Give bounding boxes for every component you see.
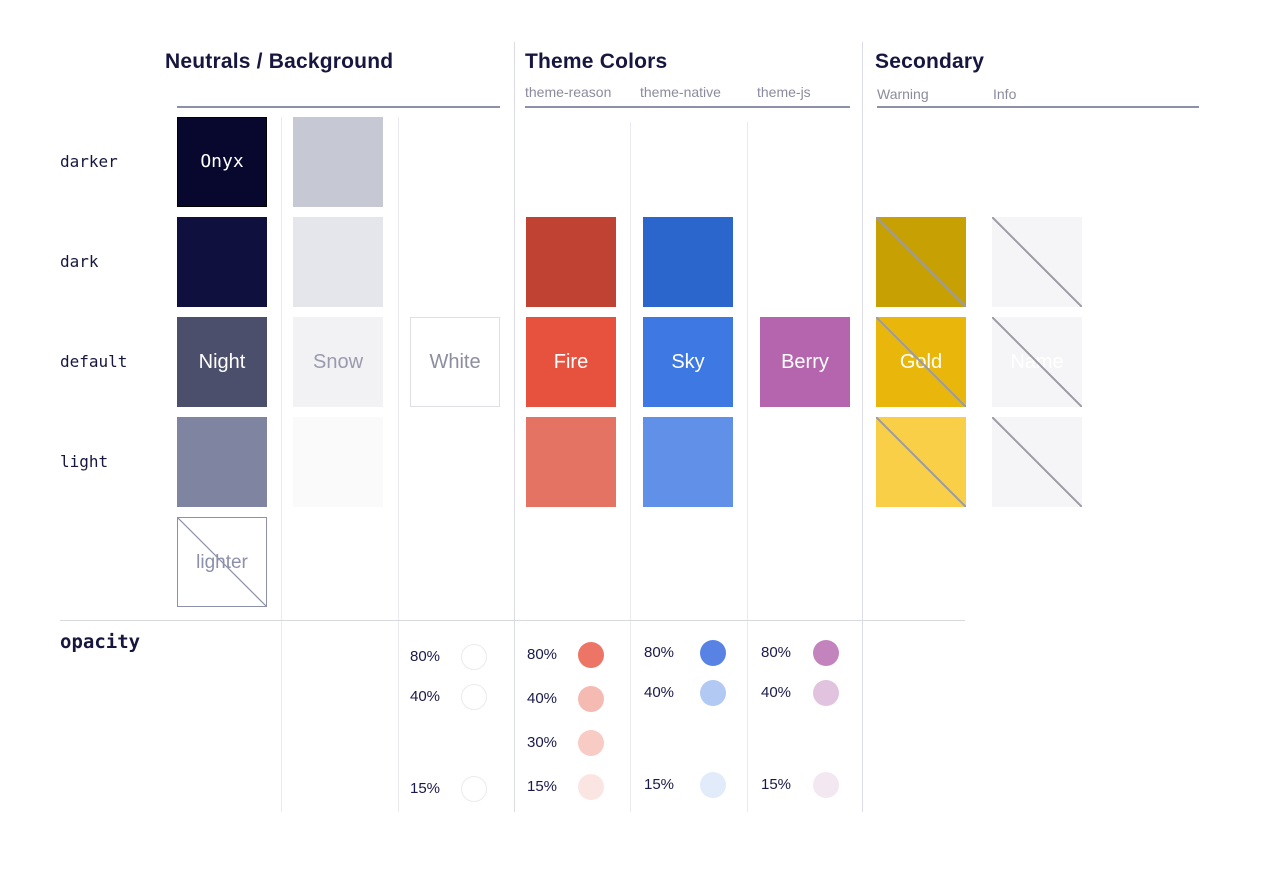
swatch-gold[interactable]: Gold <box>876 317 966 407</box>
opacity-dot-sky-15[interactable] <box>700 772 726 798</box>
swatch-warning-light[interactable] <box>876 417 966 507</box>
opacity-divider <box>60 620 965 621</box>
opacity-dot-white-40[interactable] <box>461 684 487 710</box>
row-label-dark: dark <box>60 252 99 271</box>
opacity-label: 15% <box>527 778 558 795</box>
swatch-snow[interactable]: Snow <box>293 317 383 407</box>
diagonal-strikethrough-icon <box>992 317 1082 407</box>
swatch-sky-dark[interactable] <box>643 217 733 307</box>
column-divider <box>398 117 399 812</box>
opacity-label: 40% <box>410 688 441 705</box>
swatch-label-white: White <box>429 351 481 373</box>
swatch-sky[interactable]: Sky <box>643 317 733 407</box>
swatch-sky-light[interactable] <box>643 417 733 507</box>
swatch-neutral2-darker[interactable] <box>293 117 383 207</box>
swatch-onyx[interactable]: Onyx <box>177 117 267 207</box>
opacity-label: 40% <box>761 684 792 701</box>
swatch-neutral1-light[interactable] <box>177 417 267 507</box>
header-underline <box>177 106 500 108</box>
swatch-info[interactable]: Name <box>992 317 1082 407</box>
swatch-white[interactable]: White <box>410 317 500 407</box>
opacity-label: 80% <box>410 648 441 665</box>
swatch-berry[interactable]: Berry <box>760 317 850 407</box>
section-title-secondary: Secondary <box>875 50 985 73</box>
opacity-dot-sky-40[interactable] <box>700 680 726 706</box>
swatch-fire-light[interactable] <box>526 417 616 507</box>
swatch-label-onyx: Onyx <box>200 151 244 172</box>
opacity-label: 15% <box>644 776 675 793</box>
opacity-dot-berry-40[interactable] <box>813 680 839 706</box>
opacity-label: 80% <box>527 646 558 663</box>
section-divider <box>514 42 515 812</box>
diagonal-strikethrough-icon <box>992 217 1082 307</box>
swatch-label-night: Night <box>198 351 246 373</box>
swatch-label-sky: Sky <box>671 351 705 373</box>
opacity-dot-fire-15[interactable] <box>578 774 604 800</box>
opacity-dot-white-15[interactable] <box>461 776 487 802</box>
column-label-info: Info <box>993 86 1017 102</box>
opacity-label: 30% <box>527 734 558 751</box>
swatch-neutral2-light[interactable] <box>293 417 383 507</box>
column-label-theme-reason: theme-reason <box>525 84 612 100</box>
swatch-fire-dark[interactable] <box>526 217 616 307</box>
opacity-dot-fire-80[interactable] <box>578 642 604 668</box>
opacity-dot-berry-15[interactable] <box>813 772 839 798</box>
swatch-label-fire: Fire <box>553 351 589 373</box>
swatch-info-light[interactable] <box>992 417 1082 507</box>
row-label-opacity: opacity <box>60 631 141 653</box>
opacity-dot-sky-80[interactable] <box>700 640 726 666</box>
column-label-theme-native: theme-native <box>640 84 721 100</box>
diagonal-strikethrough-icon <box>992 417 1082 507</box>
opacity-dot-white-80[interactable] <box>461 644 487 670</box>
section-divider <box>862 42 863 812</box>
opacity-dot-fire-30[interactable] <box>578 730 604 756</box>
column-divider <box>747 122 748 812</box>
opacity-label: 40% <box>644 684 675 701</box>
opacity-dot-berry-80[interactable] <box>813 640 839 666</box>
opacity-dot-fire-40[interactable] <box>578 686 604 712</box>
header-underline <box>525 106 850 108</box>
header-underline <box>877 106 1199 108</box>
diagonal-strikethrough-icon <box>876 217 966 307</box>
diagonal-strikethrough-icon <box>178 518 266 606</box>
swatch-info-dark[interactable] <box>992 217 1082 307</box>
column-divider <box>281 117 282 812</box>
opacity-label: 80% <box>761 644 792 661</box>
swatch-night[interactable]: Night <box>177 317 267 407</box>
row-label-default: default <box>60 352 128 371</box>
swatch-warning-dark[interactable] <box>876 217 966 307</box>
section-title-neutrals: Neutrals / Background <box>165 50 394 73</box>
swatch-neutral2-dark[interactable] <box>293 217 383 307</box>
column-label-warning: Warning <box>877 86 929 102</box>
row-label-light: light <box>60 452 109 471</box>
opacity-label: 80% <box>644 644 675 661</box>
swatch-neutral1-dark[interactable] <box>177 217 267 307</box>
column-divider <box>630 122 631 812</box>
diagonal-strikethrough-icon <box>876 317 966 407</box>
section-title-theme: Theme Colors <box>525 50 668 73</box>
swatch-fire[interactable]: Fire <box>526 317 616 407</box>
opacity-label: 15% <box>761 776 792 793</box>
opacity-label: 40% <box>527 690 558 707</box>
swatch-label-berry: Berry <box>781 351 829 373</box>
opacity-label: 15% <box>410 780 441 797</box>
swatch-label-snow: Snow <box>312 351 364 373</box>
swatch-lighter[interactable]: lighter <box>177 517 267 607</box>
column-label-theme-js: theme-js <box>757 84 811 100</box>
row-label-darker: darker <box>60 152 118 171</box>
diagonal-strikethrough-icon <box>876 417 966 507</box>
